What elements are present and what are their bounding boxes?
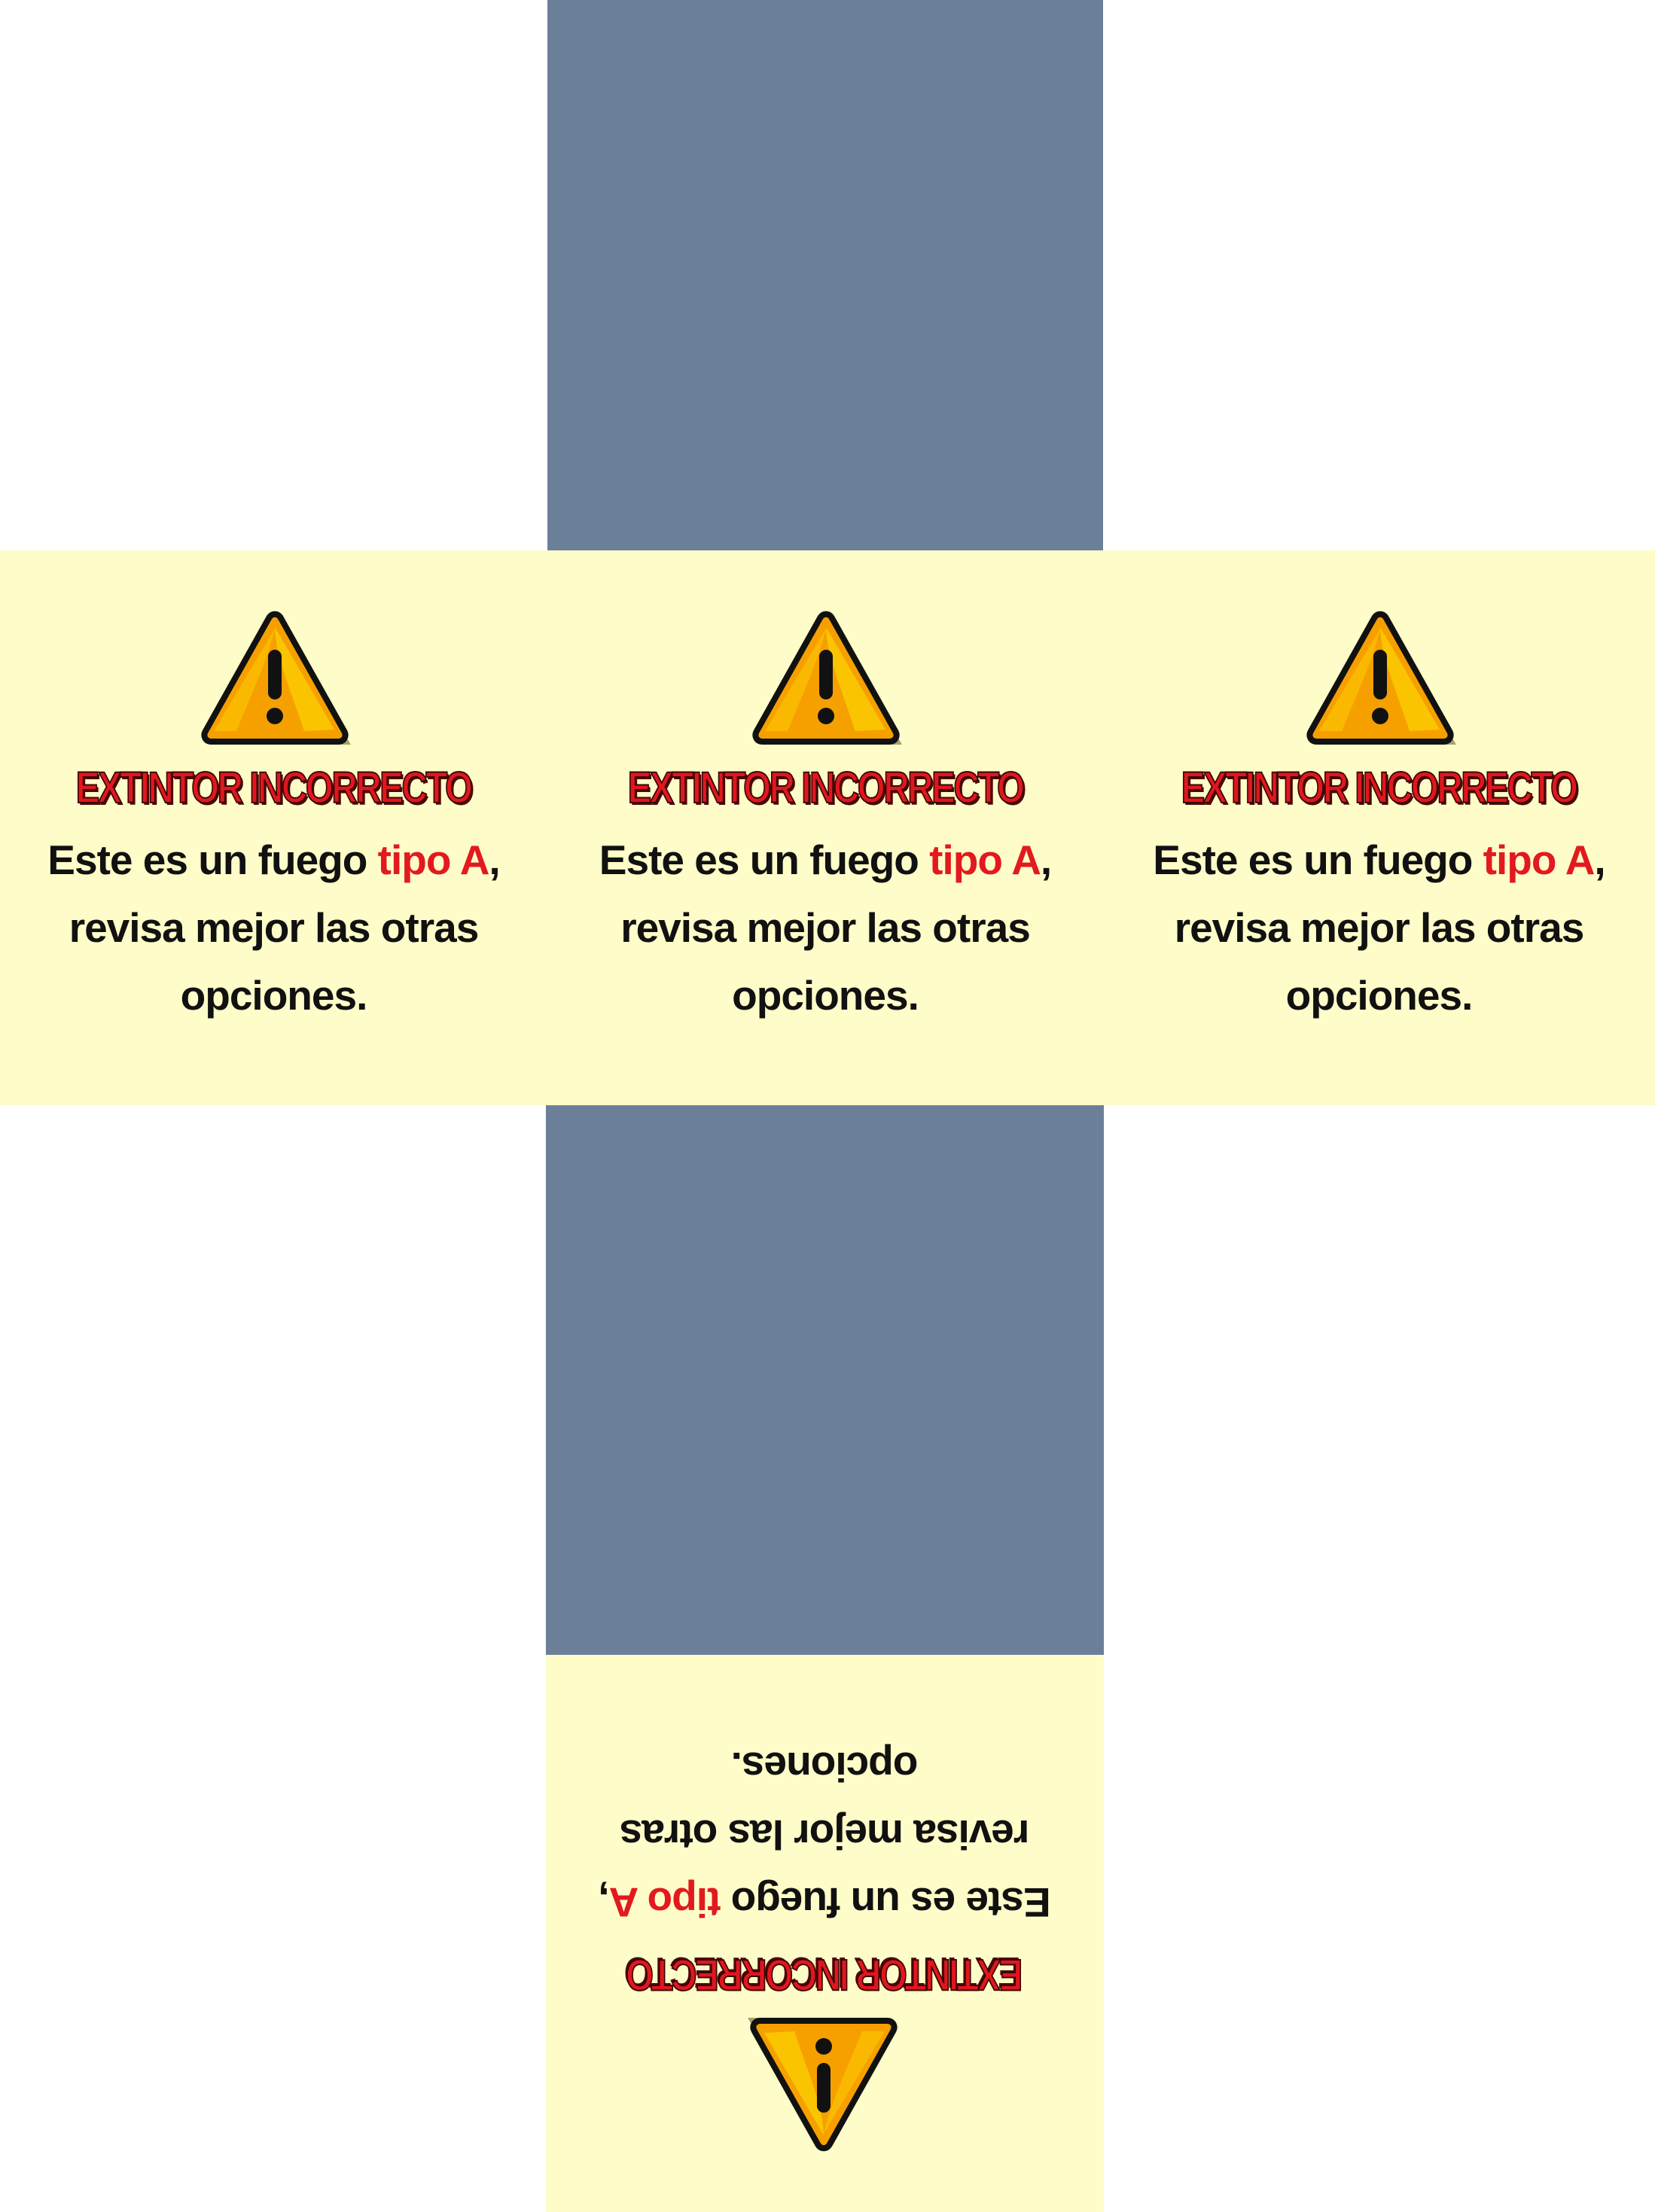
message-highlight: tipo A: [609, 1879, 721, 1926]
card-message: Este es un fuego tipo A, revisa mejor la…: [584, 826, 1066, 1029]
message-highlight: tipo A: [929, 836, 1041, 883]
card-heading: EXTINTOR INCORRECTO: [627, 763, 1026, 813]
card-message: Este es un fuego tipo A, revisa mejor la…: [1138, 826, 1620, 1029]
message-highlight: tipo A: [1483, 836, 1596, 883]
warning-card-left: EXTINTOR INCORRECTO Este es un fuego tip…: [0, 550, 547, 1105]
bottom-slate-panel: [546, 1105, 1104, 1655]
warning-triangle-icon: [200, 611, 351, 745]
message-text-after: , revisa mejor las otras opciones.: [69, 836, 501, 1019]
warning-triangle-icon: [752, 611, 902, 745]
message-text-after: , revisa mejor las otras opciones.: [1174, 836, 1606, 1019]
card-message: Este es un fuego tipo A, revisa mejor la…: [584, 1733, 1066, 1936]
card-heading: EXTINTOR INCORRECTO: [1181, 763, 1579, 813]
warning-triangle-icon: [748, 2018, 898, 2152]
message-text-before: Este es un fuego: [1153, 836, 1483, 883]
message-text-before: Este es un fuego: [599, 836, 930, 883]
card-message: Este es un fuego tipo A, revisa mejor la…: [33, 826, 515, 1029]
warning-card-right: EXTINTOR INCORRECTO Este es un fuego tip…: [1103, 550, 1655, 1105]
message-text-after: , revisa mejor las otras opciones.: [620, 836, 1052, 1019]
warning-card-center: EXTINTOR INCORRECTO Este es un fuego tip…: [547, 550, 1103, 1105]
top-slate-panel: [547, 0, 1103, 550]
card-heading: EXTINTOR INCORRECTO: [75, 763, 474, 813]
warning-card-bottom-inverted: EXTINTOR INCORRECTO Este es un fuego tip…: [546, 1655, 1104, 2212]
message-text-before: Este es un fuego: [47, 836, 378, 883]
card-heading: EXTINTOR INCORRECTO: [626, 1949, 1023, 2000]
message-text-before: Este es un fuego: [721, 1879, 1051, 1926]
message-highlight: tipo A: [377, 836, 490, 883]
warning-triangle-icon: [1306, 611, 1456, 745]
